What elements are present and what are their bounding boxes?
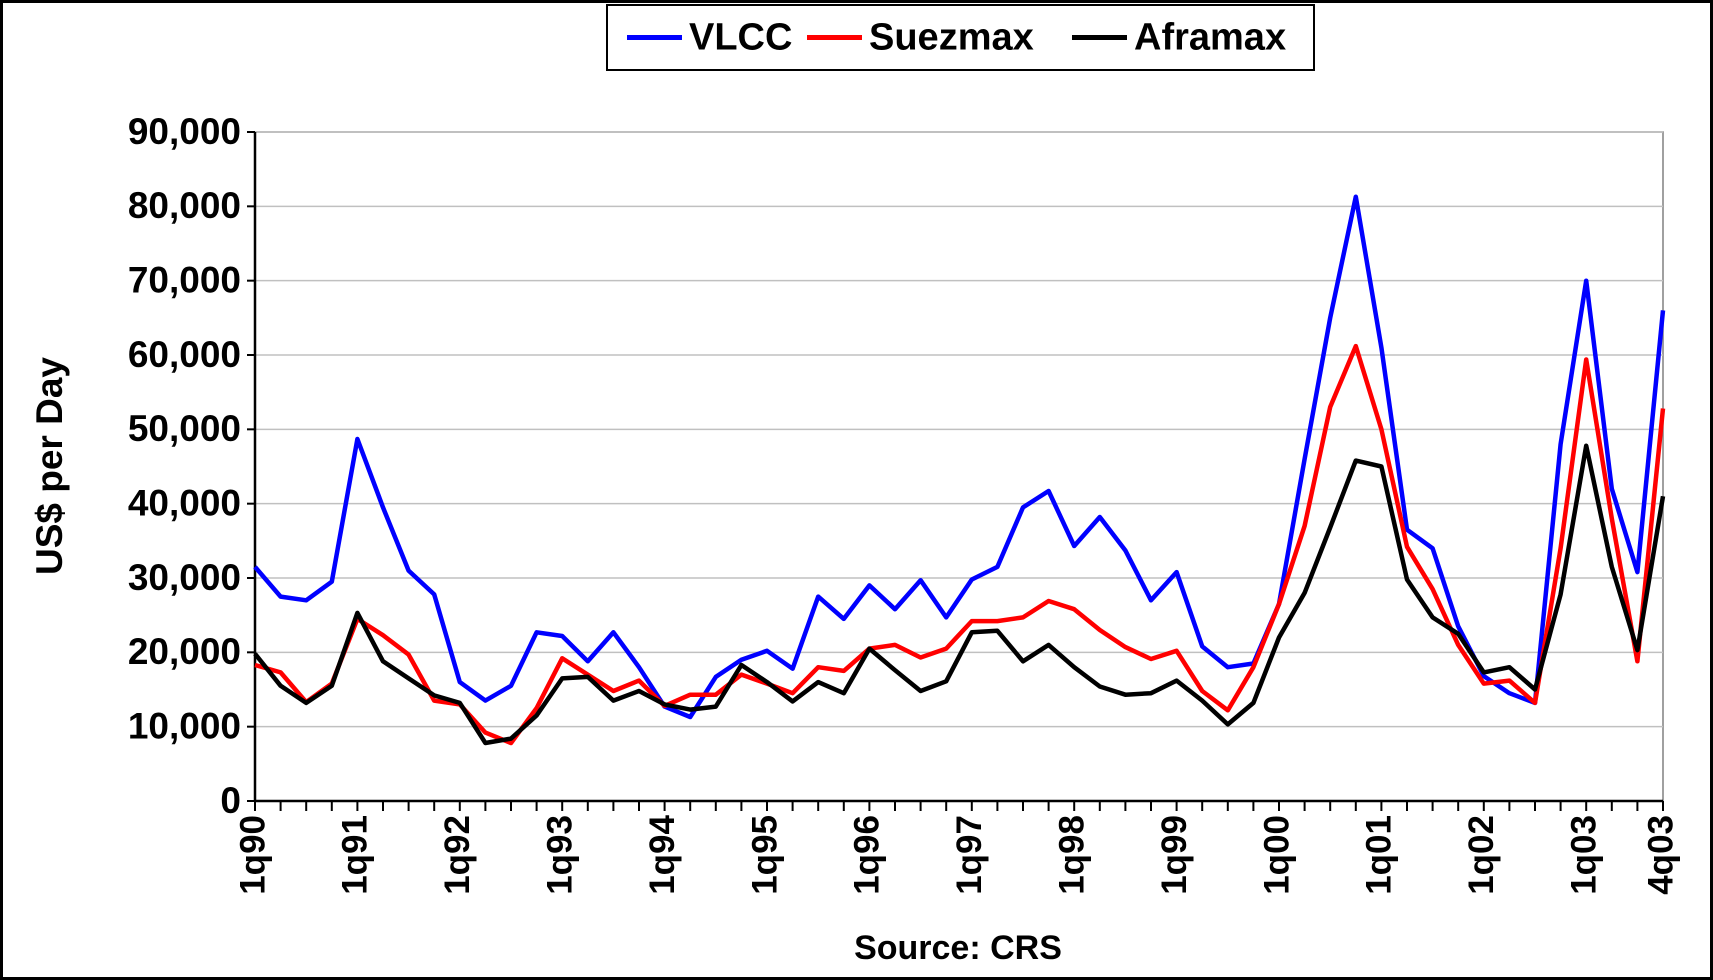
legend-label: Suezmax xyxy=(869,17,1034,59)
x-tick-label: 1q96 xyxy=(848,815,887,895)
x-tick-label: 1q97 xyxy=(950,815,989,895)
y-tick-label: 20,000 xyxy=(128,631,241,672)
legend-label: Aframax xyxy=(1134,17,1286,59)
x-tick-label: 1q01 xyxy=(1360,815,1399,895)
series-line xyxy=(253,443,1666,746)
plot-area xyxy=(254,131,1664,802)
legend-label: VLCC xyxy=(689,17,792,59)
y-tick-label: 10,000 xyxy=(128,705,241,746)
y-tick-label: 50,000 xyxy=(128,408,241,449)
y-tick-label: 30,000 xyxy=(128,557,241,598)
x-tick-label: 1q94 xyxy=(643,814,682,894)
y-tick-label: 0 xyxy=(220,780,241,821)
x-tick-label: 4q03 xyxy=(1641,815,1680,895)
y-tick-label: 60,000 xyxy=(128,334,241,375)
legend-box xyxy=(606,4,1315,71)
series-line xyxy=(254,343,1666,746)
y-tick-label: 80,000 xyxy=(128,185,241,226)
x-tick-label: 1q92 xyxy=(438,815,477,895)
y-axis-label: US$ per Day xyxy=(29,357,70,575)
series-line xyxy=(253,194,1666,720)
x-tick-label: 1q90 xyxy=(233,815,272,895)
y-tick-label: 40,000 xyxy=(128,482,241,523)
x-tick-label: 1q98 xyxy=(1052,815,1091,895)
x-tick-label: 1q99 xyxy=(1155,815,1194,895)
x-tick-label: 1q93 xyxy=(540,815,579,895)
y-tick-label: 70,000 xyxy=(128,259,241,300)
x-tick-label: 1q02 xyxy=(1462,815,1501,895)
x-tick-label: 1q95 xyxy=(745,815,784,895)
x-tick-label: 1q00 xyxy=(1257,815,1296,895)
x-tick-label: 1q03 xyxy=(1564,815,1603,895)
x-tick-label: 1q91 xyxy=(336,815,375,895)
source-note: Source: CRS xyxy=(854,929,1062,967)
y-tick-label: 90,000 xyxy=(128,111,241,152)
